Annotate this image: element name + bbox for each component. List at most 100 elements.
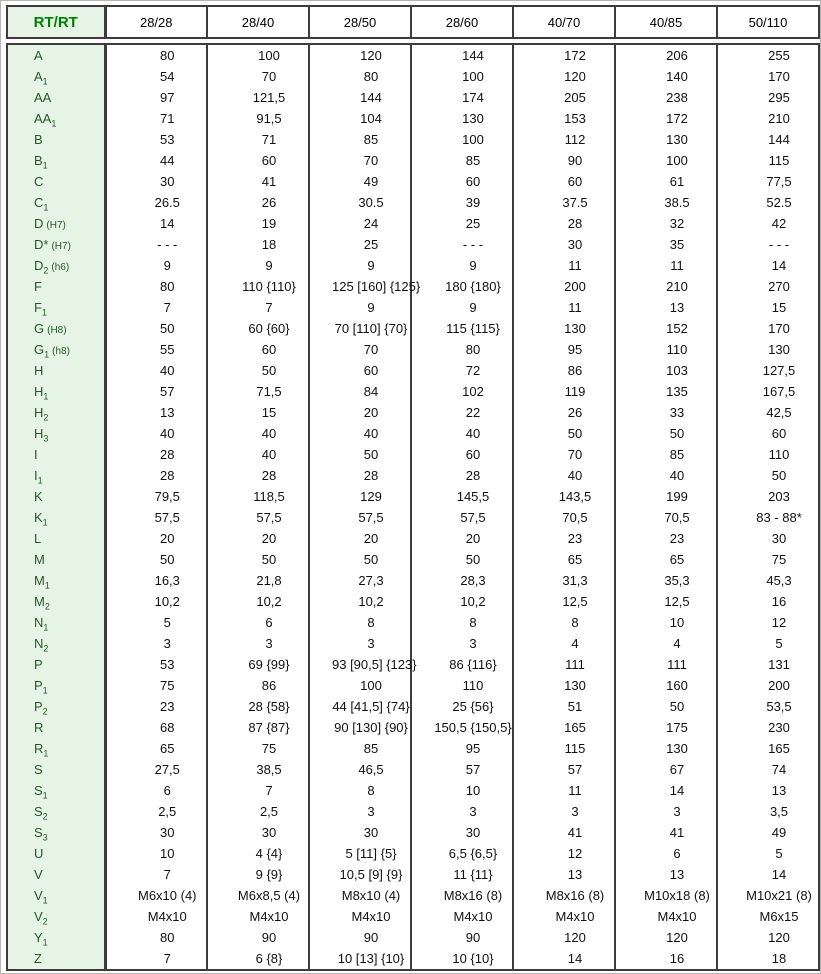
row-label: V2	[6, 906, 107, 927]
value-cell: 30	[716, 528, 820, 549]
value-cell: 71	[206, 129, 310, 150]
value-cell: 85	[614, 444, 718, 465]
value-cell: 30	[410, 822, 514, 843]
value-cell: 53	[104, 129, 208, 150]
value-cell: - - -	[716, 234, 820, 255]
value-cell: 130	[614, 129, 718, 150]
value-cell: 60	[308, 360, 412, 381]
row-label: V1	[6, 885, 107, 906]
table-row: S2 2,5 2,5 3 3 3 3 3,5	[6, 801, 820, 822]
table-row: V1 M6x10 (4) M6x8,5 (4) M8x10 (4) M8x16 (8) M…	[6, 885, 820, 906]
row-label: D (H7)	[6, 213, 107, 234]
value-cell: 20	[104, 528, 208, 549]
value-cell: 130	[614, 738, 718, 759]
value-cell: 120	[512, 66, 616, 87]
value-cell: 10,5 [9] {9}	[308, 864, 412, 885]
value-cell: 4 {4}	[206, 843, 310, 864]
value-cell: 172	[614, 108, 718, 129]
value-cell: 100	[206, 43, 310, 66]
row-label: H2	[6, 402, 107, 423]
value-cell: 130	[716, 339, 820, 360]
value-cell: 74	[716, 759, 820, 780]
value-cell: 104	[308, 108, 412, 129]
spec-table-rows: A 80 100 120 144 172 206 255 A1 54 70 80 100 120 140 17…	[6, 43, 820, 971]
value-cell: 21,8	[206, 570, 310, 591]
value-cell: 16,3	[104, 570, 208, 591]
value-cell: - - -	[104, 234, 208, 255]
row-label: S3	[6, 822, 107, 843]
value-cell: 90	[410, 927, 514, 948]
value-cell: 15	[716, 297, 820, 318]
table-row: I 28 40 50 60 70 85 110	[6, 444, 820, 465]
table-row: S 27,5 38,5 46,5 57 57 67 74	[6, 759, 820, 780]
value-cell: 3	[308, 801, 412, 822]
column-header-40-85: 40/85	[614, 5, 718, 39]
table-row: S3 30 30 30 30 41 41 49	[6, 822, 820, 843]
value-cell: 170	[716, 318, 820, 339]
value-cell: 70	[308, 339, 412, 360]
value-cell: 49	[716, 822, 820, 843]
value-cell: 152	[614, 318, 718, 339]
value-cell: 52.5	[716, 192, 820, 213]
value-cell: 210	[716, 108, 820, 129]
value-cell: 57	[512, 759, 616, 780]
row-label: A	[6, 43, 107, 66]
value-cell: 24	[308, 213, 412, 234]
value-cell: 9 {9}	[206, 864, 310, 885]
value-cell: 14	[614, 780, 718, 801]
value-cell: 120	[614, 927, 718, 948]
table-row: H1 57 71,5 84 102 119 135 167,5	[6, 381, 820, 402]
row-label: H1	[6, 381, 107, 402]
value-cell: 28	[308, 465, 412, 486]
value-cell: 10 {10}	[410, 948, 514, 971]
value-cell: 70	[512, 444, 616, 465]
value-cell: 86	[206, 675, 310, 696]
value-cell: 35	[614, 234, 718, 255]
value-cell: M8x10 (4)	[308, 885, 412, 906]
value-cell: 41	[614, 822, 718, 843]
value-cell: 90 [130] {90}	[308, 717, 412, 738]
value-cell: 5 [11] {5}	[308, 843, 412, 864]
value-cell: 86 {116}	[410, 654, 514, 675]
value-cell: 28	[512, 213, 616, 234]
value-cell: 12,5	[512, 591, 616, 612]
table-row: I1 28 28 28 28 40 40 50	[6, 465, 820, 486]
value-cell: 9	[410, 255, 514, 276]
table-row: H2 13 15 20 22 26 33 42,5	[6, 402, 820, 423]
value-cell: 72	[410, 360, 514, 381]
value-cell: 90	[308, 927, 412, 948]
value-cell: 10	[614, 612, 718, 633]
row-label: F	[6, 276, 107, 297]
table-row: G (H8) 50 60 {60} 70 [110] {70} 115 {115} 130 1…	[6, 318, 820, 339]
value-cell: 53,5	[716, 696, 820, 717]
row-label: N1	[6, 612, 107, 633]
value-cell: M10x18 (8)	[614, 885, 718, 906]
table-row: D* (H7) - - -18 25- - -30 35- - -	[6, 234, 820, 255]
row-label: U	[6, 843, 107, 864]
corner-cell-rt-rt: RT/RT	[6, 5, 107, 39]
value-cell: 13	[104, 402, 208, 423]
value-cell: 26.5	[104, 192, 208, 213]
value-cell: 13	[716, 780, 820, 801]
value-cell: 131	[716, 654, 820, 675]
value-cell: 42	[716, 213, 820, 234]
value-cell: 9	[410, 297, 514, 318]
value-cell: 18	[716, 948, 820, 971]
value-cell: M6x15	[716, 906, 820, 927]
value-cell: 44	[104, 150, 208, 171]
value-cell: 238	[614, 87, 718, 108]
value-cell: 115	[716, 150, 820, 171]
value-cell: 65	[512, 549, 616, 570]
value-cell: 8	[308, 780, 412, 801]
value-cell: 31,3	[512, 570, 616, 591]
value-cell: 80	[104, 43, 208, 66]
value-cell: 12	[716, 612, 820, 633]
value-cell: 70 [110] {70}	[308, 318, 412, 339]
table-row: F 80 110 {110} 125 [160] {125} 180 {180} 200 2…	[6, 276, 820, 297]
row-label: S	[6, 759, 107, 780]
value-cell: 135	[614, 381, 718, 402]
value-cell: 5	[716, 633, 820, 654]
row-label: B1	[6, 150, 107, 171]
value-cell: 57,5	[104, 507, 208, 528]
